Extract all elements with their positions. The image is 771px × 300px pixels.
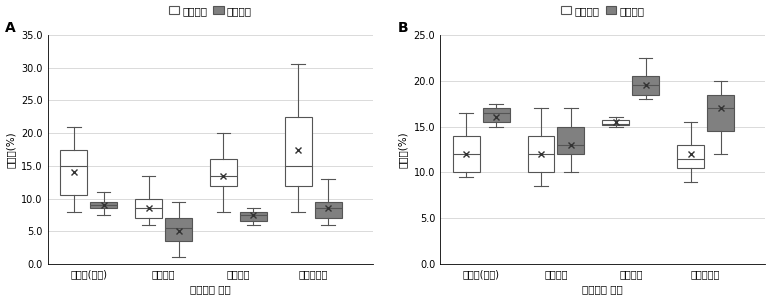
Legend: 조기수확, 만기수확: 조기수확, 만기수확 [561,6,645,16]
Y-axis label: 발생률(%): 발생률(%) [398,131,408,168]
PathPatch shape [315,202,342,218]
PathPatch shape [60,149,87,195]
PathPatch shape [707,94,734,131]
PathPatch shape [240,212,267,221]
Legend: 조기수확, 만기수확: 조기수확, 만기수확 [169,6,252,16]
PathPatch shape [165,218,192,241]
Text: B: B [398,21,409,35]
X-axis label: 비닐멀칭 처리: 비닐멀칭 처리 [582,284,623,294]
Y-axis label: 발생률(%): 발생률(%) [5,131,15,168]
PathPatch shape [453,136,480,172]
X-axis label: 비닐멀칭 처리: 비닐멀칭 처리 [190,284,231,294]
PathPatch shape [677,145,704,168]
PathPatch shape [135,199,162,218]
PathPatch shape [284,117,311,185]
PathPatch shape [602,120,629,125]
PathPatch shape [632,76,659,94]
PathPatch shape [557,127,584,154]
PathPatch shape [210,159,237,185]
PathPatch shape [90,202,117,208]
PathPatch shape [483,108,510,122]
Text: A: A [5,21,16,35]
PathPatch shape [527,136,554,172]
